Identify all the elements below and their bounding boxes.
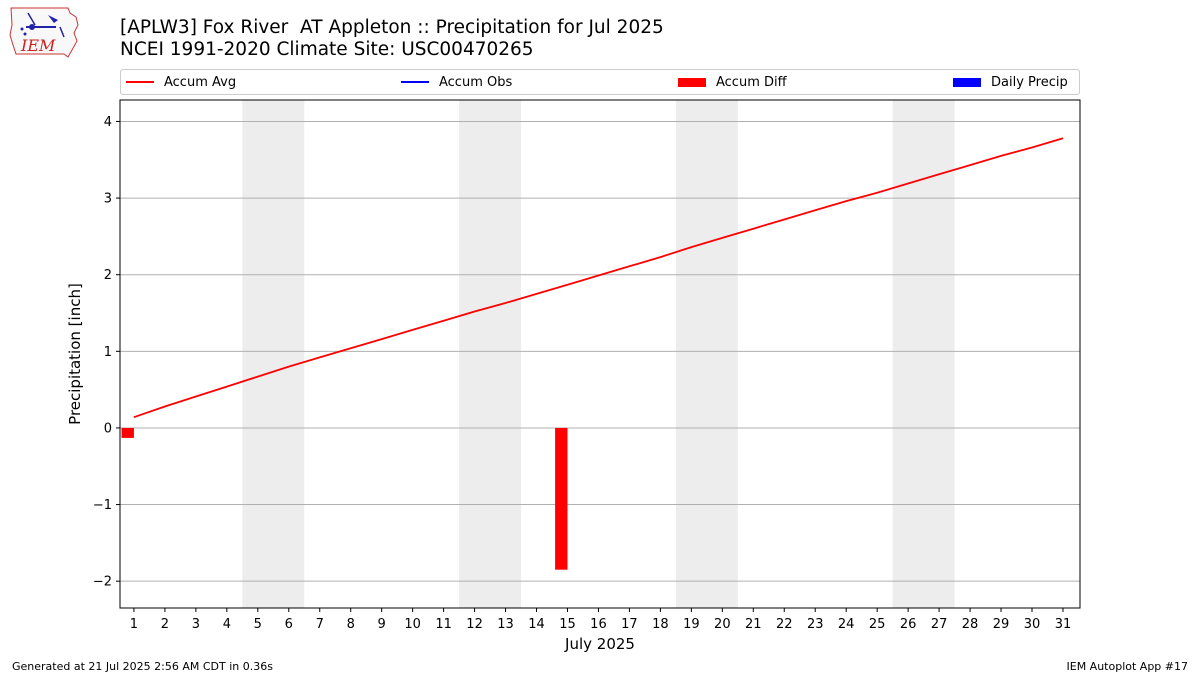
x-tick-label: 4 [223,617,231,632]
footer-app-label: IEM Autoplot App #17 [1066,660,1189,673]
x-tick-label: 14 [528,617,545,632]
x-tick-label: 7 [316,617,324,632]
x-tick-label: 28 [962,617,979,632]
footer-generated-text: Generated at 21 Jul 2025 2:56 AM CDT in … [12,660,273,673]
logo-text: IEM [20,36,56,55]
x-tick-label: 29 [993,617,1010,632]
y-tick-label: 0 [104,421,112,436]
accum-avg-line [133,137,1064,419]
x-tick-label: 2 [161,617,169,632]
x-tick-label: 27 [931,617,948,632]
legend-label-daily-precip: Daily Precip [991,74,1068,90]
legend-label-accum-obs: Accum Obs [439,74,513,90]
x-tick-label: 3 [192,617,200,632]
x-tick-label: 6 [285,617,293,632]
accum-diff-bar [121,427,134,438]
legend-swatch-daily-precip [953,77,981,87]
x-tick-label: 22 [776,617,793,632]
x-tick-label: 11 [435,617,452,632]
chart-title: [APLW3] Fox River AT Appleton :: Precipi… [120,17,664,38]
x-tick-label: 5 [254,617,262,632]
iem-logo: IEM [8,5,80,59]
chart-legend: Accum Avg Accum Obs Accum Diff Daily Pre… [120,69,1080,95]
x-tick-label: 16 [590,617,607,632]
x-tick-label: 8 [347,617,355,632]
x-tick-label: 23 [807,617,824,632]
legend-item-daily-precip: Daily Precip [953,70,1068,94]
legend-item-accum-avg: Accum Avg [126,70,236,94]
legend-item-accum-obs: Accum Obs [401,70,512,94]
chart-subtitle: NCEI 1991-2020 Climate Site: USC00470265 [120,39,534,60]
x-tick-label: 24 [838,617,855,632]
x-tick-label: 15 [559,617,576,632]
x-tick-label: 9 [378,617,386,632]
legend-label-accum-diff: Accum Diff [716,74,787,90]
weekend-shade-1 [459,100,522,608]
x-tick-label: 1 [130,617,138,632]
legend-label-accum-avg: Accum Avg [164,74,237,90]
y-tick-label: −1 [93,498,112,513]
x-tick-label: 10 [404,617,421,632]
y-tick-label: −2 [93,575,112,590]
plot-frame [119,99,1081,609]
x-tick-label: 18 [652,617,669,632]
x-tick-label: 21 [745,617,762,632]
x-tick-label: 13 [497,617,514,632]
x-tick-label: 20 [714,617,731,632]
legend-swatch-accum-diff [678,77,706,87]
x-axis-label: July 2025 [564,635,635,653]
x-tick-label: 17 [621,617,638,632]
weekend-shade-2 [675,100,738,608]
y-tick-label: 4 [104,115,112,130]
accum-diff-bar [555,427,568,570]
weekend-shade-3 [892,100,955,608]
y-tick-label: 1 [104,345,112,360]
y-axis-label: Precipitation [inch] [66,283,84,425]
x-tick-label: 12 [466,617,483,632]
legend-item-accum-diff: Accum Diff [678,70,787,94]
y-tick-label: 2 [104,268,112,283]
x-tick-label: 25 [869,617,886,632]
x-tick-label: 30 [1024,617,1041,632]
x-tick-label: 31 [1055,617,1072,632]
y-tick-label: 3 [104,192,112,207]
legend-swatch-accum-avg [126,81,154,83]
x-tick-label: 26 [900,617,917,632]
weekend-shade-0 [242,100,305,608]
legend-swatch-accum-obs [401,81,429,83]
x-tick-label: 19 [683,617,700,632]
